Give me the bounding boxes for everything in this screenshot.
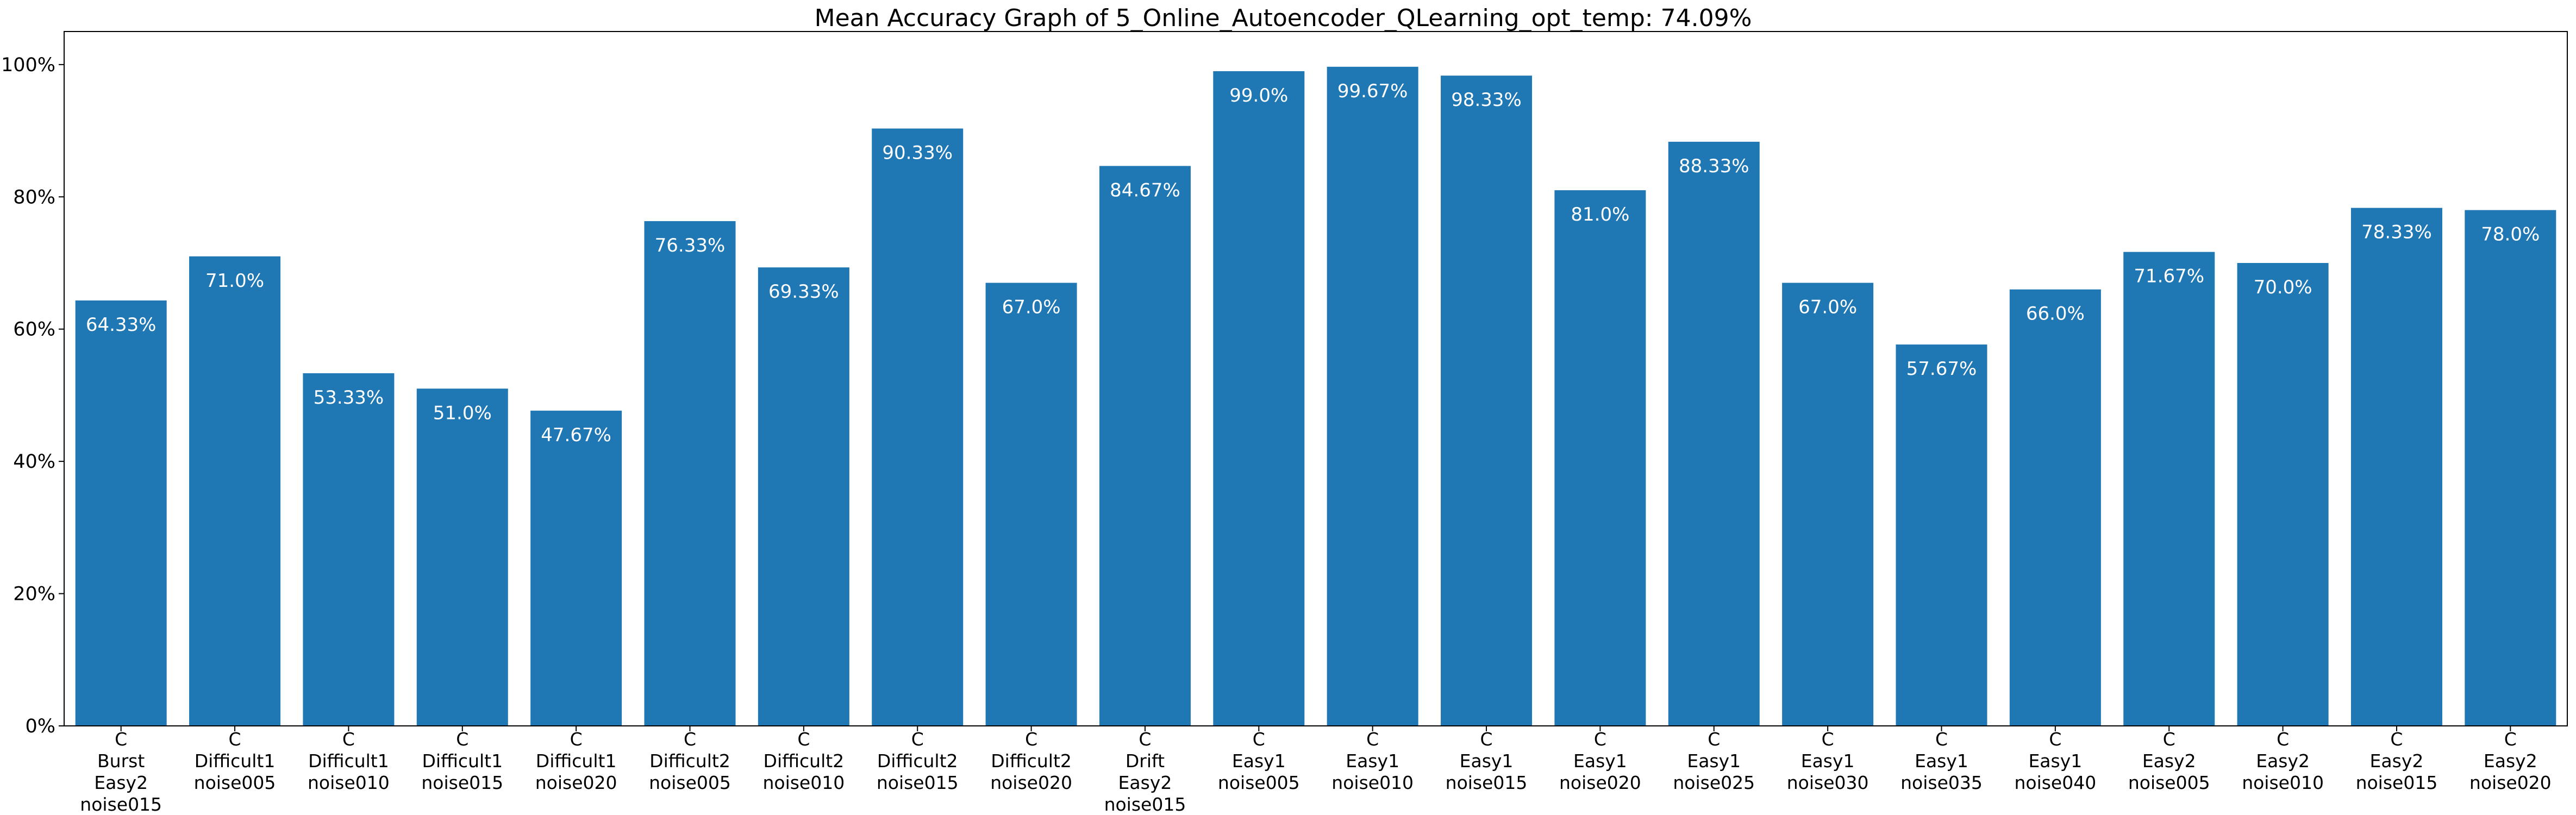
bar	[75, 300, 167, 726]
chart-title: Mean Accuracy Graph of 5_Online_Autoenco…	[815, 4, 1752, 32]
x-tick-label: C Drift Easy2 noise015	[1104, 729, 1186, 815]
bar	[1782, 283, 1874, 726]
bar-value-label: 69.33%	[768, 281, 839, 303]
x-tick-label: C Easy1 noise005	[1218, 729, 1300, 793]
bar	[758, 267, 849, 726]
x-tick-label: C Difficult1 noise015	[421, 729, 503, 793]
x-tick-label: C Easy2 noise010	[2242, 729, 2324, 793]
bar-value-label: 88.33%	[1679, 155, 1749, 177]
bar-value-label: 47.67%	[541, 424, 611, 446]
y-tick-label: 0%	[25, 716, 55, 737]
x-tick-label: C Easy1 noise010	[1331, 729, 1414, 793]
bar	[303, 373, 395, 726]
bar-value-label: 76.33%	[655, 235, 726, 256]
x-tick-label: C Easy1 noise015	[1446, 729, 1528, 793]
bar	[2350, 208, 2442, 726]
bar	[1668, 141, 1760, 726]
bar-value-label: 90.33%	[882, 142, 953, 164]
bars-layer: 64.33% 71.0% 53.33% 51.0% 47.67% 76.33% 69.33%…	[75, 66, 2556, 726]
bar	[2465, 210, 2556, 726]
bar-value-label: 99.0%	[1229, 85, 1288, 106]
bar-value-label: 99.67%	[1337, 80, 1408, 102]
x-tick-label: C Difficult2 noise005	[649, 729, 731, 793]
bar-value-label: 78.0%	[2481, 224, 2540, 246]
y-tick-label: 80%	[13, 186, 55, 208]
bar-value-label: 78.33%	[2361, 222, 2432, 243]
bar	[985, 283, 1077, 726]
bar	[1896, 344, 1987, 726]
y-tick-label: 40%	[13, 451, 55, 473]
x-tick-label: C Burst Easy2 noise015	[80, 729, 162, 815]
bar-value-label: 51.0%	[433, 402, 492, 424]
x-tick-label: C Easy2 noise005	[2128, 729, 2210, 793]
bar	[189, 256, 281, 726]
bar-value-label: 71.0%	[205, 270, 264, 292]
x-tick-label: C Easy1 noise020	[1559, 729, 1641, 793]
bar-value-label: 64.33%	[86, 314, 157, 336]
x-tick-label: C Difficult2 noise010	[762, 729, 845, 793]
bar-value-label: 84.67%	[1110, 179, 1180, 201]
y-axis: 0% 20% 40% 60% 80% 100%	[1, 54, 64, 737]
bar-value-label: 57.67%	[1906, 358, 1977, 380]
bar-value-label: 70.0%	[2254, 277, 2312, 298]
bar	[872, 128, 964, 726]
x-tick-label: C Difficult2 noise020	[990, 729, 1072, 793]
x-tick-label: C Difficult1 noise020	[535, 729, 617, 793]
bar	[530, 410, 622, 726]
bar-value-label: 81.0%	[1571, 204, 1629, 225]
bar	[416, 388, 508, 726]
y-tick-label: 100%	[1, 54, 55, 76]
bar	[1213, 71, 1305, 726]
x-tick-label: C Difficult1 noise005	[194, 729, 276, 793]
x-axis: C Burst Easy2 noise015 C Difficult1 noise005 C D…	[80, 726, 2552, 815]
bar	[1099, 166, 1191, 726]
bar-value-label: 67.0%	[1002, 297, 1061, 318]
bar	[644, 221, 736, 726]
x-tick-label: C Easy2 noise020	[2469, 729, 2552, 793]
bar	[2009, 289, 2101, 726]
bar	[2237, 263, 2329, 726]
x-tick-label: C Difficult1 noise010	[308, 729, 390, 793]
bar	[1327, 66, 1418, 726]
plot-frame	[64, 31, 2568, 726]
x-tick-label: C Easy2 noise015	[2356, 729, 2438, 793]
x-tick-label: C Easy1 noise030	[1787, 729, 1869, 793]
bar-value-label: 98.33%	[1451, 89, 1522, 111]
x-tick-label: C Easy1 noise025	[1673, 729, 1755, 793]
bar-value-label: 67.0%	[1798, 297, 1857, 318]
y-tick-label: 20%	[13, 584, 55, 605]
bar	[1554, 190, 1646, 726]
bar-value-label: 71.67%	[2134, 266, 2204, 287]
bar-value-label: 53.33%	[314, 387, 384, 409]
x-tick-label: C Difficult2 noise015	[877, 729, 959, 793]
y-tick-label: 60%	[13, 319, 55, 341]
bar	[2123, 252, 2215, 726]
x-tick-label: C Easy1 noise035	[1900, 729, 1983, 793]
bar-value-label: 66.0%	[2026, 303, 2085, 325]
x-tick-label: C Easy1 noise040	[2014, 729, 2096, 793]
bar	[1441, 76, 1533, 726]
